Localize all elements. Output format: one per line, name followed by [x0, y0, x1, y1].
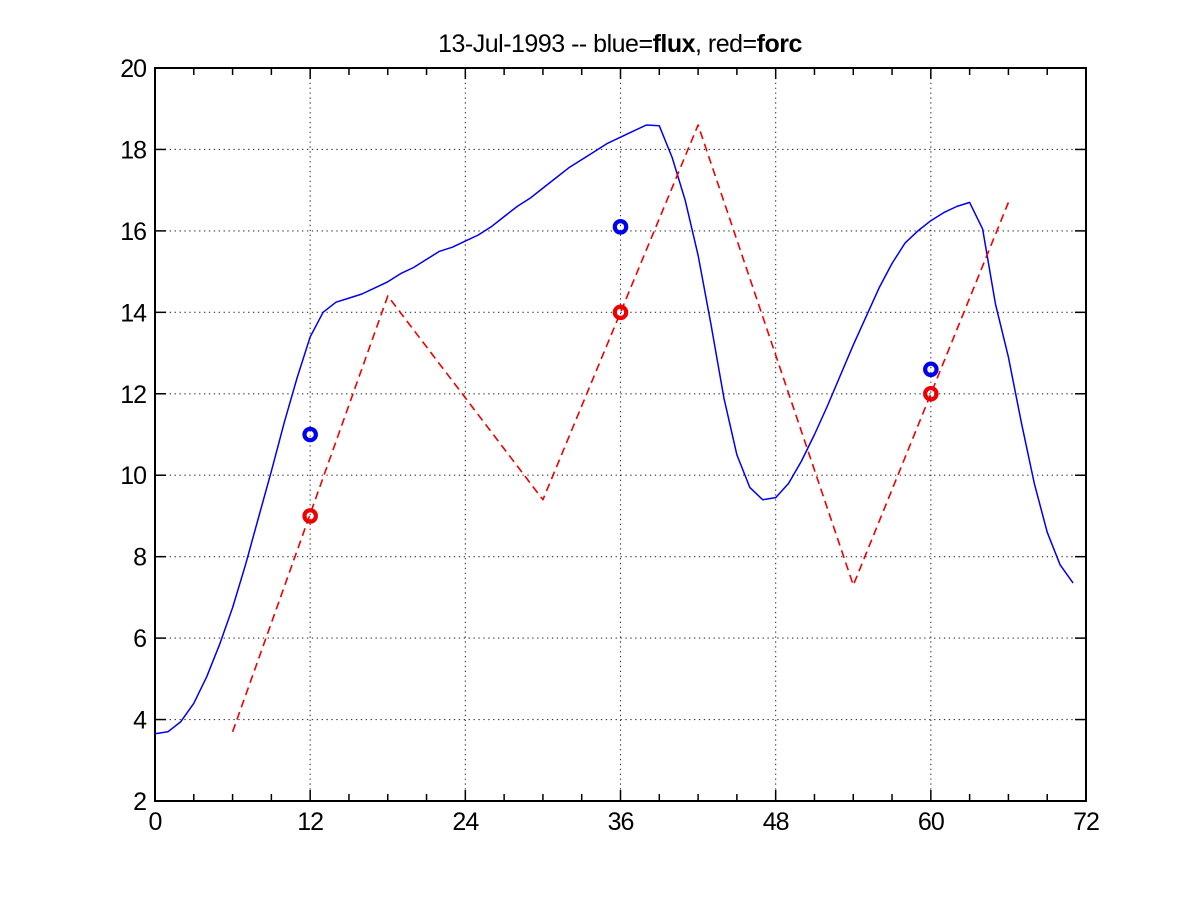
x-tick-label: 24 [452, 808, 479, 836]
title-flux-label: flux [653, 30, 696, 58]
title-separator: , red= [695, 30, 757, 58]
x-tick-label: 12 [297, 808, 323, 836]
flux-obs-marker [302, 426, 318, 443]
y-tick-label: 4 [133, 707, 147, 735]
x-tick-label: 0 [149, 808, 162, 836]
x-tick-label: 72 [1073, 808, 1099, 836]
forc-line [231, 124, 1010, 733]
y-tick-label: 10 [120, 462, 146, 490]
y-tick-label: 8 [133, 544, 146, 572]
title-forc-label: forc [757, 30, 803, 58]
y-tick-label: 20 [120, 55, 146, 83]
y-tick-label: 16 [120, 218, 146, 246]
flux-obs-marker [923, 361, 939, 378]
title-prefix: 13-Jul-1993 -- blue= [438, 30, 652, 58]
y-tick-label: 18 [120, 136, 146, 164]
y-tick-label: 2 [133, 788, 146, 816]
forc-obs-marker [923, 385, 939, 402]
forc-obs-marker [302, 508, 318, 524]
y-tick-label: 6 [133, 625, 146, 653]
y-tick-label: 14 [120, 299, 147, 327]
flux-obs-marker [612, 219, 629, 235]
forc-obs-marker [612, 304, 629, 321]
x-tick-label: 60 [918, 808, 944, 836]
y-tick-label: 12 [120, 381, 146, 409]
flux-line [154, 124, 1074, 735]
chart-title: 13-Jul-1993 -- blue=flux, red=forc [438, 30, 802, 58]
x-tick-label: 48 [763, 808, 789, 836]
x-tick-label: 36 [608, 808, 634, 836]
